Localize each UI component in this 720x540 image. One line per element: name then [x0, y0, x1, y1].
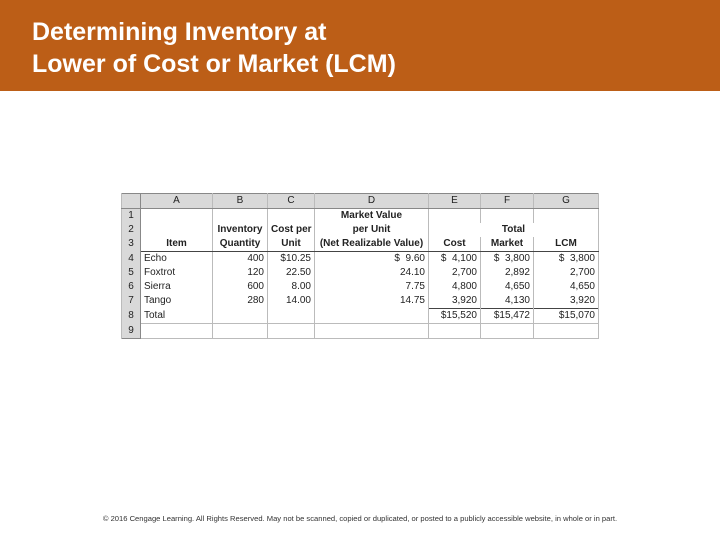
cell: Quantity: [212, 237, 268, 252]
cell: Total: [428, 223, 599, 237]
sheet-row: 2 Inventory Cost per per Unit Total: [121, 223, 599, 237]
cell: [267, 308, 315, 324]
cell: Inventory: [212, 223, 268, 237]
cell: per Unit: [314, 223, 429, 237]
cell: $10.25: [267, 251, 315, 266]
cell: [480, 323, 534, 339]
row-number: 1: [121, 208, 141, 223]
column-header: B: [212, 193, 268, 209]
cell: 4,130: [480, 294, 534, 309]
cell: $ 3,800: [480, 251, 534, 266]
cell: 280: [212, 294, 268, 309]
cell: $ 3,800: [533, 251, 599, 266]
cell: 400: [212, 251, 268, 266]
sheet-row: 1 Market Value: [121, 208, 599, 223]
cell: 7.75: [314, 280, 429, 294]
cell: 2,700: [533, 266, 599, 280]
cell: 4,650: [533, 280, 599, 294]
cell: [212, 323, 268, 339]
sheet-row: 5 Foxtrot 120 22.50 24.10 2,700 2,892 2,700: [121, 266, 599, 280]
cell: 24.10: [314, 266, 429, 280]
cell: [267, 208, 315, 223]
cell: [428, 323, 481, 339]
row-number: 2: [121, 223, 141, 237]
cell: 14.00: [267, 294, 315, 309]
cell: Sierra: [140, 280, 213, 294]
title-bar: Determining Inventory at Lower of Cost o…: [0, 0, 720, 91]
cell: [140, 223, 213, 237]
title-line: Determining Inventory at: [32, 18, 327, 46]
row-number: 4: [121, 251, 141, 266]
cell: 2,892: [480, 266, 534, 280]
row-number: 5: [121, 266, 141, 280]
cell: Echo: [140, 251, 213, 266]
cell: $ 4,100: [428, 251, 481, 266]
cell: Cost per: [267, 223, 315, 237]
row-number: 7: [121, 294, 141, 309]
sheet-row: 3 Item Quantity Unit (Net Realizable Value) C…: [121, 237, 599, 252]
cell: [212, 308, 268, 324]
cell: [212, 208, 268, 223]
cell: 4,800: [428, 280, 481, 294]
row-number: 3: [121, 237, 141, 252]
column-header: A: [140, 193, 213, 209]
cell: Unit: [267, 237, 315, 252]
column-header: E: [428, 193, 481, 209]
cell: [314, 308, 429, 324]
cell: Cost: [428, 237, 481, 252]
spreadsheet: A B C D E F G 1 Market Value 2 Inventory Cost per pe…: [121, 193, 599, 339]
cell: (Net Realizable Value): [314, 237, 429, 252]
copyright: © 2016 Cengage Learning. All Rights Rese…: [102, 514, 618, 523]
row-number: 8: [121, 308, 141, 324]
cell: 8.00: [267, 280, 315, 294]
cell: LCM: [533, 237, 599, 252]
sheet-row: 7 Tango 280 14.00 14.75 3,920 4,130 3,920: [121, 294, 599, 309]
row-number: 6: [121, 280, 141, 294]
column-header: G: [533, 193, 599, 209]
cell: 2,700: [428, 266, 481, 280]
cell: 22.50: [267, 266, 315, 280]
sheet-row: 8 Total $15,520 $15,472 $15,070: [121, 308, 599, 324]
cell: Market: [480, 237, 534, 252]
row-number: 9: [121, 323, 141, 339]
column-header: D: [314, 193, 429, 209]
cell: 3,920: [533, 294, 599, 309]
cell: Foxtrot: [140, 266, 213, 280]
corner-cell: [121, 193, 141, 209]
cell: Item: [140, 237, 213, 252]
cell: [480, 208, 534, 223]
cell: Total: [140, 308, 213, 324]
cell: Tango: [140, 294, 213, 309]
cell: $15,520: [428, 308, 481, 324]
sheet-row: 6 Sierra 600 8.00 7.75 4,800 4,650 4,650: [121, 280, 599, 294]
cell: $15,070: [533, 308, 599, 324]
cell: 14.75: [314, 294, 429, 309]
cell: $15,472: [480, 308, 534, 324]
cell: [533, 323, 599, 339]
cell: 120: [212, 266, 268, 280]
column-header: F: [480, 193, 534, 209]
cell: [533, 208, 599, 223]
cell: Market Value: [314, 208, 429, 223]
cell: [140, 323, 213, 339]
cell: 4,650: [480, 280, 534, 294]
cell: [428, 208, 481, 223]
column-header: C: [267, 193, 315, 209]
cell: [314, 323, 429, 339]
title-line: Lower of Cost or Market (LCM): [32, 50, 396, 78]
cell: 600: [212, 280, 268, 294]
cell: $ 9.60: [314, 251, 429, 266]
sheet-row: 9: [121, 323, 599, 339]
cell: [267, 323, 315, 339]
cell: [140, 208, 213, 223]
cell: 3,920: [428, 294, 481, 309]
sheet-row: 4 Echo 400 $10.25 $ 9.60 $ 4,100 $ 3,800 $ 3,80…: [121, 251, 599, 266]
